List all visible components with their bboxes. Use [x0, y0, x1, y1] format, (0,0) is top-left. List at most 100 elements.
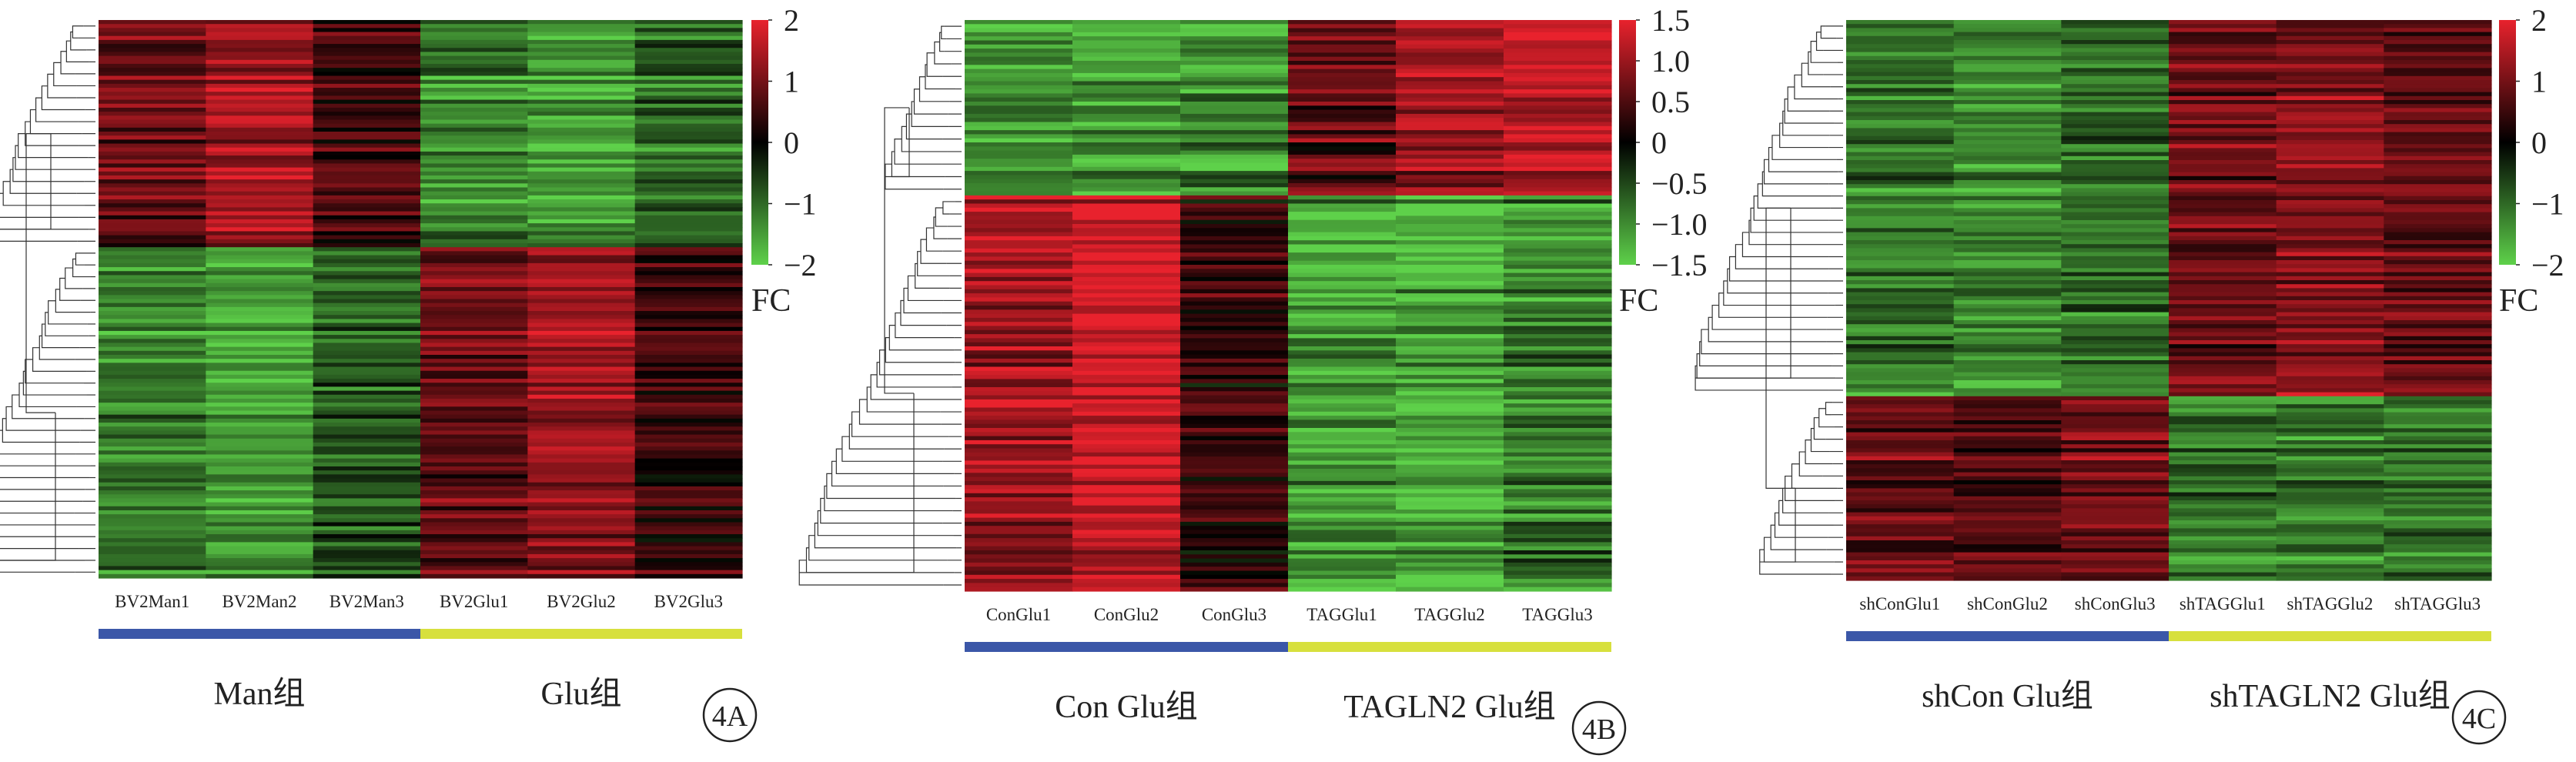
heatmap-cell — [1072, 350, 1181, 356]
heatmap-cell — [420, 63, 528, 69]
heatmap-cell — [1072, 439, 1181, 445]
heatmap-cell — [1846, 40, 1955, 45]
heatmap-cell — [2169, 224, 2277, 229]
heatmap-cell — [965, 207, 1073, 212]
heatmap-cell — [1396, 476, 1504, 482]
colorbar-tick-label: 0.5 — [1651, 85, 1690, 119]
heatmap-cell — [2061, 232, 2170, 237]
heatmap-cell — [1288, 109, 1397, 115]
dendrogram-branch — [75, 252, 85, 266]
heatmap-cell — [1072, 317, 1181, 323]
heatmap-cell — [1846, 380, 1955, 385]
heatmap-cell — [1953, 440, 2062, 445]
heatmap-cell — [634, 566, 743, 571]
heatmap-cell — [2384, 28, 2492, 33]
heatmap-cell — [1396, 452, 1504, 457]
heatmap-cell — [1504, 146, 1612, 152]
heatmap-cell — [1072, 89, 1181, 94]
heatmap-cell — [206, 219, 314, 224]
heatmap-cell — [1072, 338, 1181, 343]
heatmap-cell — [2276, 484, 2384, 489]
heatmap-cell — [634, 115, 743, 121]
heatmap-cell — [1504, 102, 1612, 106]
heatmap-cell — [2061, 448, 2170, 453]
heatmap-cell — [965, 554, 1073, 560]
heatmap-cell — [1504, 546, 1612, 551]
heatmap-cell — [420, 167, 528, 172]
heatmap-cell — [1180, 224, 1289, 229]
heatmap-cell — [1396, 391, 1504, 396]
heatmap-cell — [2276, 548, 2384, 553]
colorbar-tick-label: −2 — [2531, 248, 2564, 282]
heatmap-cell — [1953, 95, 2062, 101]
heatmap-cell — [1288, 476, 1397, 482]
heatmap-cell — [313, 147, 421, 152]
heatmap-cell — [1180, 281, 1289, 286]
heatmap-cell — [527, 179, 636, 184]
heatmap-cell — [1288, 497, 1397, 502]
heatmap-cell — [965, 36, 1073, 42]
heatmap-cell — [2276, 472, 2384, 477]
heatmap-cell — [2384, 276, 2492, 281]
heatmap-cell — [1504, 228, 1612, 233]
heatmap-cell — [1846, 72, 1955, 77]
heatmap-cell — [1846, 196, 1955, 201]
heatmap-cell — [99, 398, 206, 403]
heatmap-cell — [527, 271, 636, 276]
dendrogram-branch — [1815, 32, 1824, 52]
heatmap-cell — [965, 276, 1073, 282]
heatmap-cell — [2276, 244, 2384, 249]
heatmap-cell — [634, 562, 743, 567]
heatmap-cell — [1504, 105, 1612, 111]
heatmap-cell — [2169, 80, 2277, 85]
heatmap-cell — [965, 570, 1073, 576]
heatmap-cell — [1072, 301, 1181, 306]
heatmap-cell — [1072, 154, 1181, 159]
heatmap-cell — [2276, 152, 2384, 157]
heatmap-cell — [99, 92, 206, 96]
heatmap-cell — [527, 494, 636, 500]
heatmap-cell — [420, 231, 528, 236]
heatmap-cell — [2061, 364, 2170, 369]
heatmap-cell — [420, 518, 528, 523]
heatmap-cell — [206, 534, 314, 539]
heatmap-cell — [965, 566, 1073, 572]
heatmap-cell — [1504, 379, 1612, 384]
heatmap-cell — [2276, 560, 2384, 565]
heatmap-cell — [2169, 520, 2277, 525]
heatmap-cell — [2384, 312, 2492, 317]
heatmap-cell — [206, 570, 314, 575]
heatmap-cell — [1953, 320, 2062, 325]
heatmap-cell — [2169, 236, 2277, 241]
heatmap-cell — [313, 83, 421, 89]
heatmap-cell — [206, 103, 314, 109]
heatmap-cell — [2384, 252, 2492, 257]
heatmap-cell — [313, 350, 421, 356]
heatmap-cell — [1180, 125, 1289, 131]
heatmap-cell — [1288, 24, 1397, 29]
heatmap-cell — [313, 423, 421, 427]
heatmap-cell — [1396, 236, 1504, 241]
heatmap-cell — [2169, 452, 2277, 457]
heatmap-cell — [634, 538, 743, 543]
heatmap-cell — [1072, 162, 1181, 168]
heatmap-cell — [1846, 168, 1955, 173]
heatmap-cell — [527, 135, 636, 140]
heatmap-cell — [2384, 288, 2492, 293]
heatmap-cell — [2169, 508, 2277, 513]
heatmap-cell — [2276, 496, 2384, 501]
heatmap-cell — [1953, 152, 2062, 157]
heatmap-cell — [1504, 72, 1612, 78]
heatmap-cell — [313, 330, 421, 336]
heatmap-cell — [2061, 196, 2170, 201]
heatmap-cell — [2061, 512, 2170, 517]
heatmap-cell — [1396, 207, 1504, 212]
heatmap-cell — [527, 398, 636, 403]
heatmap-cell — [99, 75, 206, 81]
heatmap-cell — [1953, 540, 2062, 545]
heatmap-cell — [313, 323, 421, 328]
heatmap-cell — [1396, 338, 1504, 343]
heatmap-cell — [313, 112, 421, 116]
heatmap-cell — [634, 127, 743, 132]
dendrogram-branch — [885, 107, 910, 178]
